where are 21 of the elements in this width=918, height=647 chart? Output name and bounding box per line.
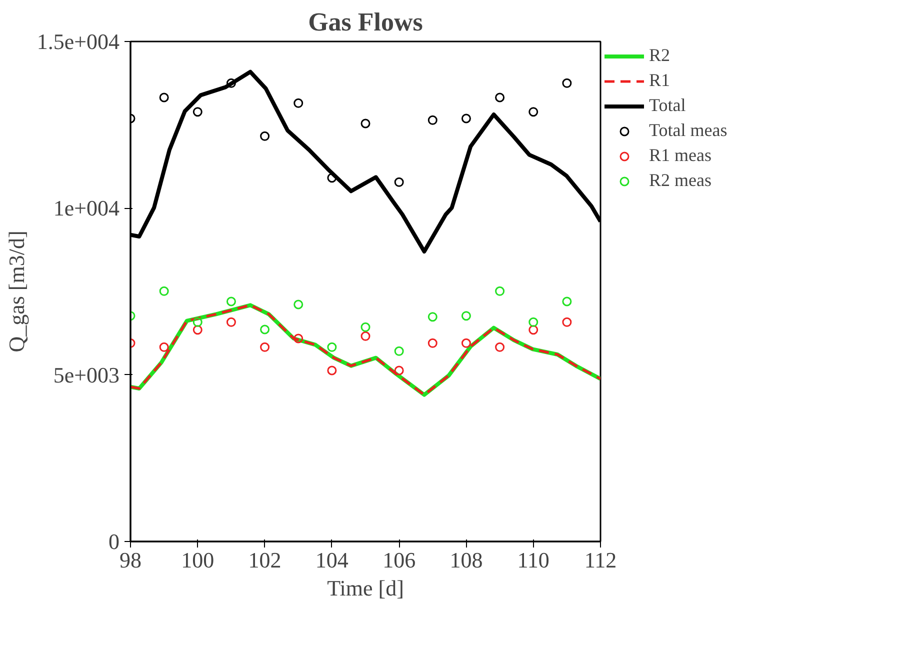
- x-tick-label: 110: [517, 548, 550, 572]
- legend-label: R2: [649, 45, 670, 66]
- legend-label: R2 meas: [649, 170, 712, 191]
- legend-label: Total meas: [649, 120, 728, 141]
- y-tick-label: 1e+004: [53, 196, 120, 221]
- legend-label: R1: [649, 70, 670, 91]
- y-tick-label: 1.5e+004: [36, 29, 120, 54]
- x-tick-label: 106: [382, 548, 416, 572]
- x-tick-label: 108: [450, 548, 483, 572]
- y-tick-label: 0: [108, 529, 120, 554]
- x-axis-title: Time [d]: [327, 576, 404, 600]
- y-tick-label: 5e+003: [53, 362, 120, 388]
- chart-title: Gas Flows: [308, 8, 423, 36]
- x-tick-label: 112: [584, 548, 617, 572]
- x-tick-label: 100: [181, 548, 214, 572]
- x-tick-label: 102: [248, 548, 282, 572]
- x-tick-label: 104: [315, 548, 348, 572]
- legend-label: Total: [649, 95, 686, 116]
- x-tick-label: 98: [120, 548, 142, 572]
- legend-label: R1 meas: [649, 145, 712, 166]
- y-axis-title: Q_gas [m3/d]: [4, 230, 29, 352]
